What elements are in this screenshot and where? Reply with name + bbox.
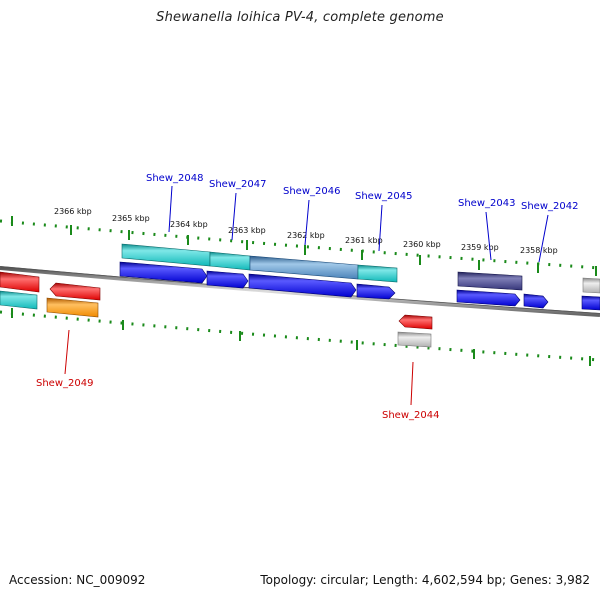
cds-arrow-reverse-left-edge bbox=[0, 271, 40, 293]
gene-feature-shew-2049 bbox=[46, 297, 99, 318]
reverse-features bbox=[0, 271, 433, 348]
gene-feature-shew-2048 bbox=[121, 243, 211, 267]
leader-lines bbox=[64, 185, 549, 406]
gene-feature-shew-2043 bbox=[457, 271, 523, 291]
inner-tick-track bbox=[0, 310, 600, 362]
cds-arrow-edge-right bbox=[581, 295, 600, 311]
tick-label: 2366 kbp bbox=[54, 207, 92, 216]
cds-arrow-shew-2042 bbox=[523, 293, 549, 309]
tick-label: 2364 kbp bbox=[170, 220, 208, 229]
tick-label: 2361 kbp bbox=[345, 236, 383, 245]
accession-label: Accession: NC_009092 bbox=[9, 573, 146, 587]
gene-feature-edge-left bbox=[0, 290, 38, 310]
major-ticks bbox=[11, 216, 597, 366]
cds-arrow-shew-2047 bbox=[206, 270, 249, 289]
tick-label: 2363 kbp bbox=[228, 226, 266, 235]
cds-arrow-shew-2048 bbox=[119, 261, 208, 284]
outer-tick-track bbox=[0, 219, 600, 270]
cds-arrow-shew-2043 bbox=[456, 289, 521, 307]
genome-summary: Topology: circular; Length: 4,602,594 bp… bbox=[260, 573, 590, 587]
tick-label: 2358 kbp bbox=[520, 246, 558, 255]
cds-arrow-shew-2049 bbox=[49, 282, 101, 301]
tick-label: 2359 kbp bbox=[461, 243, 499, 252]
genome-backbone bbox=[0, 266, 600, 317]
gene-label-shew-2044[interactable]: Shew_2044 bbox=[382, 410, 439, 421]
gene-label-shew-2045[interactable]: Shew_2045 bbox=[355, 191, 412, 202]
gene-label-shew-2047[interactable]: Shew_2047 bbox=[209, 179, 266, 190]
cds-arrow-shew-2044 bbox=[398, 314, 433, 330]
gene-feature-shew-2044 bbox=[397, 331, 432, 348]
gene-label-shew-2043[interactable]: Shew_2043 bbox=[458, 198, 515, 209]
gene-feature-shew-2045 bbox=[357, 264, 398, 283]
forward-cds-arrows bbox=[119, 261, 600, 311]
tick-label: 2360 kbp bbox=[403, 240, 441, 249]
gene-label-shew-2042[interactable]: Shew_2042 bbox=[521, 201, 578, 212]
gene-label-shew-2046[interactable]: Shew_2046 bbox=[283, 186, 340, 197]
gene-label-shew-2048[interactable]: Shew_2048 bbox=[146, 173, 203, 184]
cds-arrow-shew-2045 bbox=[356, 283, 396, 300]
gene-label-shew-2049[interactable]: Shew_2049 bbox=[36, 378, 93, 389]
forward-gene-features bbox=[0, 243, 600, 310]
cds-arrow-shew-2046 bbox=[248, 273, 357, 298]
gene-feature-shew-2047 bbox=[209, 251, 251, 271]
map-title: Shewanella loihica PV-4, complete genome bbox=[156, 10, 444, 25]
gene-feature-edge-right bbox=[582, 277, 600, 294]
tick-label: 2365 kbp bbox=[112, 214, 150, 223]
